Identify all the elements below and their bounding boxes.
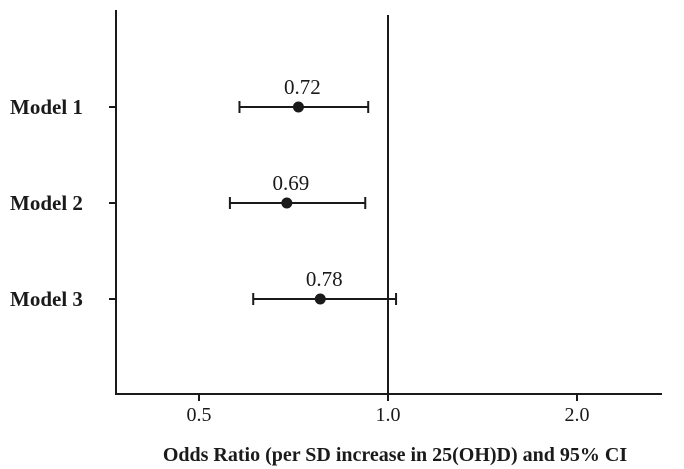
value-label: 0.78 [306,267,343,291]
x-tick-label: 2.0 [565,404,590,426]
point-estimates [281,101,326,305]
point-estimate [281,197,293,209]
x-tick-label: 1.0 [376,404,401,426]
point-estimate [314,293,326,305]
category-label: Model 1 [10,95,83,119]
axes: 0.5 1.0 2.0 [109,10,662,426]
value-label: 0.69 [272,171,309,195]
x-axis-title: Odds Ratio (per SD increase in 25(OH)D) … [163,444,628,466]
value-label: 0.72 [284,75,321,99]
point-estimate [292,101,304,113]
x-tick-label: 0.5 [187,404,212,426]
category-label: Model 3 [10,287,83,311]
labels: Model 1 0.72 Model 2 0.69 Model 3 0.78 [10,75,343,311]
category-label: Model 2 [10,191,83,215]
